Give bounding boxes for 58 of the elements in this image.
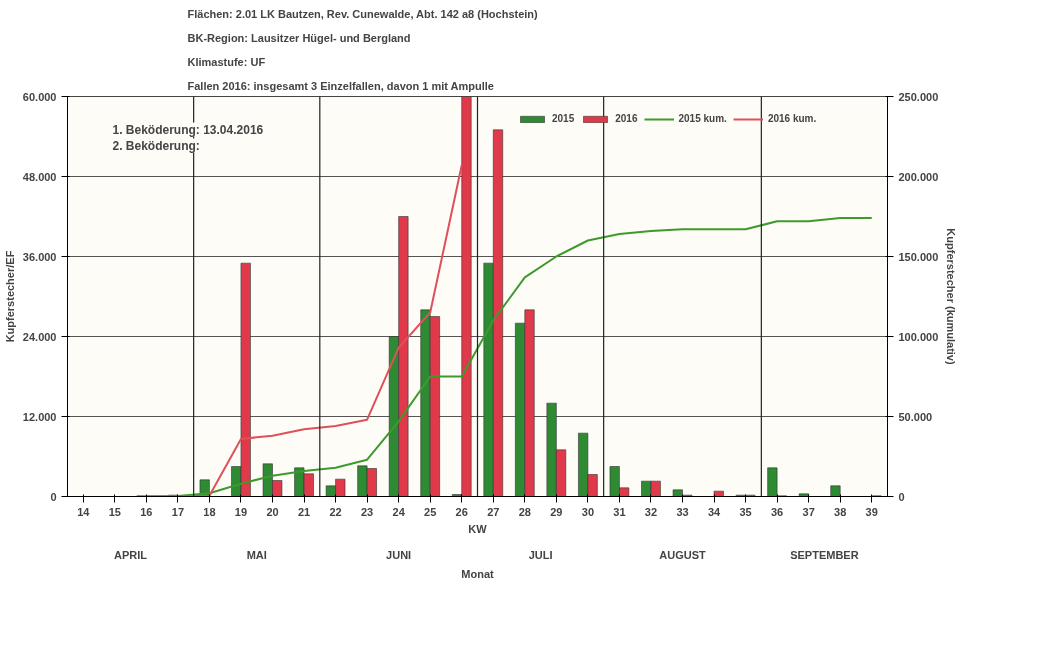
x-tick-label: 39 (865, 505, 878, 518)
y2-tick-label: 200.000 (898, 170, 939, 183)
annotation: 1. Beköderung: 13.04.2016 (112, 122, 264, 137)
x-tick-label: 22 (329, 505, 342, 518)
y-axis-title: Kupferstecher/EF (3, 250, 16, 343)
text: JUNI (386, 548, 412, 561)
y2-axis-title: Kupferstecher (kumulativ) (945, 228, 958, 365)
x-tick-label: 24 (392, 505, 406, 518)
x-tick-label: 19 (234, 505, 248, 518)
annotation: 2. Beköderung: (112, 138, 200, 153)
x-tick-label: 34 (707, 505, 722, 518)
x-axis-title: KW (468, 522, 488, 535)
x-tick-label: 37 (802, 505, 815, 518)
legend-label: 2015 (552, 113, 575, 124)
text: Fallen 2016: insgesamt 3 Einzelfallen, davon 1 mit Ampulle (187, 79, 494, 92)
text: Klimastufe: UF (187, 55, 266, 68)
text: SEPTEMBER (790, 548, 859, 561)
x-tick-label: 16 (140, 505, 153, 518)
x-tick-label: 17 (171, 505, 185, 518)
x-tick-label: 20 (266, 505, 279, 518)
x-tick-label: 29 (550, 505, 563, 518)
legend-label: 2015 kum. (678, 113, 727, 124)
text: APRIL (114, 548, 148, 561)
x-tick-label: 28 (518, 505, 531, 518)
x-tick-label: 36 (771, 505, 784, 518)
y2-tick-label: 0 (898, 490, 905, 503)
y2-tick-label: 50.000 (898, 410, 933, 423)
text: JULI (528, 548, 553, 561)
y2-tick-label: 250.000 (898, 90, 939, 103)
y-tick-label: 48.000 (22, 170, 57, 183)
text: Monat (461, 567, 495, 580)
x-tick-label: 25 (424, 505, 437, 518)
x-tick-label: 15 (108, 505, 121, 518)
x-tick-label: 27 (487, 505, 500, 518)
x-tick-label: 23 (361, 505, 374, 518)
text: AUGUST (659, 548, 706, 561)
x-tick-label: 38 (834, 505, 847, 518)
x-tick-label: 32 (644, 505, 658, 518)
x-tick-label: 35 (739, 505, 752, 518)
x-tick-label: 31 (613, 505, 626, 518)
x-tick-label: 33 (676, 505, 689, 518)
y2-tick-label: 150.000 (898, 250, 939, 263)
y-tick-label: 24.000 (22, 330, 57, 343)
y-tick-label: 12.000 (22, 410, 57, 423)
text: MAI (246, 548, 267, 561)
x-tick-label: 14 (77, 505, 91, 518)
x-tick-label: 21 (297, 505, 311, 518)
x-tick-label: 18 (203, 505, 216, 518)
x-tick-label: 30 (581, 505, 595, 518)
legend-label: 2016 kum. (767, 113, 817, 124)
legend-label: 2016 (615, 113, 638, 124)
y-tick-label: 36.000 (22, 250, 57, 263)
text: Flächen: 2.01 LK Bautzen, Rev. Cunewalde, Abt. 142 a8 (Hochstein) (187, 7, 539, 20)
y-tick-label: 0 (50, 490, 57, 503)
y-tick-label: 60.000 (22, 90, 57, 103)
y2-tick-label: 100.000 (898, 330, 939, 343)
text: BK-Region: Lausitzer Hügel- und Bergland (187, 31, 411, 44)
x-tick-label: 26 (455, 505, 468, 518)
